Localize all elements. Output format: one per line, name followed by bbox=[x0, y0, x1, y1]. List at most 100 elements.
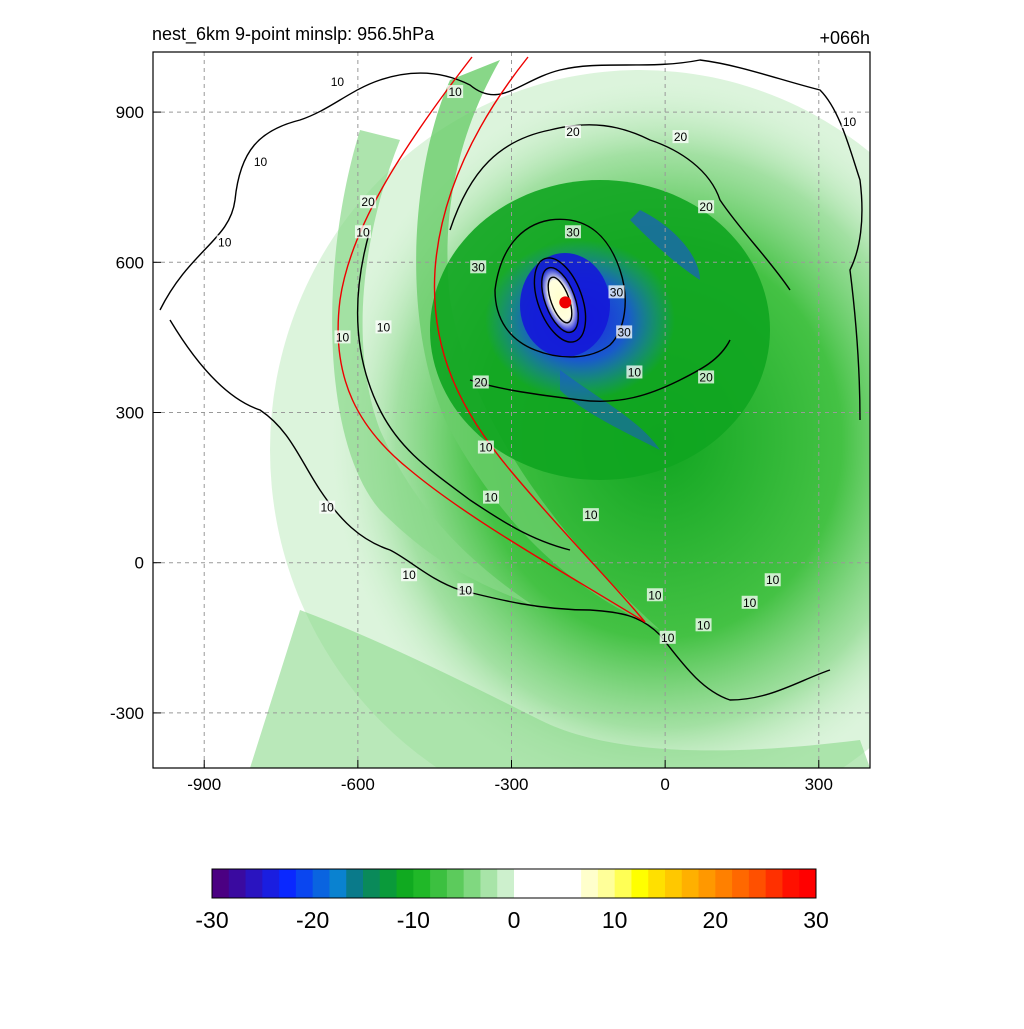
colorbar-swatch bbox=[396, 869, 414, 898]
y-tick-label: 0 bbox=[135, 554, 144, 573]
contour-label-bg bbox=[354, 225, 371, 239]
colorbar-swatch bbox=[363, 869, 381, 898]
contour-label: 10 bbox=[484, 491, 498, 505]
contour-10-outer bbox=[159, 59, 863, 421]
contour-label-bg bbox=[564, 125, 581, 139]
colorbar-swatch bbox=[413, 869, 431, 898]
contour-label-bg bbox=[616, 325, 633, 339]
colorbar-swatch bbox=[514, 869, 532, 898]
colorbar-tick-label: 0 bbox=[508, 907, 521, 933]
contour-label: 10 bbox=[254, 155, 268, 169]
south-band bbox=[250, 610, 870, 768]
contour-label: 10 bbox=[320, 501, 334, 515]
colorbar-swatch bbox=[446, 869, 465, 898]
contour-label-bg bbox=[695, 618, 712, 632]
colorbar-swatch bbox=[262, 869, 280, 898]
contour-label-bg bbox=[477, 440, 494, 454]
contour-label-bg bbox=[741, 595, 758, 609]
contour-label-bg bbox=[564, 225, 581, 239]
x-axis: -900 -600 -300 0 300 bbox=[187, 760, 833, 794]
contour-label-bg bbox=[375, 320, 392, 334]
contour-20-north bbox=[449, 124, 791, 291]
colorbar-swatch bbox=[379, 869, 398, 898]
y-tick-label: 900 bbox=[116, 103, 144, 122]
colorbar-tick-label: -30 bbox=[195, 907, 228, 933]
contour-label: 30 bbox=[610, 285, 624, 299]
contour-30 bbox=[494, 218, 626, 358]
colorbar-swatch bbox=[799, 869, 817, 898]
contours bbox=[159, 59, 863, 701]
colorbar-swatch bbox=[698, 869, 716, 898]
colorbar-ticks: -30 -20 -10 0 10 20 30 bbox=[195, 907, 828, 933]
contour-label-bg bbox=[470, 260, 487, 274]
contour-label-bg bbox=[646, 588, 663, 602]
contour-label-bg bbox=[252, 155, 269, 169]
contour-label-bg bbox=[472, 375, 489, 389]
colorbar-swatch bbox=[648, 869, 666, 898]
contour-label-bg bbox=[447, 85, 464, 99]
colorbar-swatch bbox=[547, 869, 565, 898]
colorbar-swatch bbox=[765, 869, 783, 898]
plot-area: 10 10 10 10 10 10 10 10 10 10 10 10 10 10 10 10 10 10 10 10… bbox=[152, 51, 871, 769]
contour-label-bg bbox=[698, 370, 715, 384]
arc-band-mid bbox=[416, 60, 660, 630]
contour-label: 10 bbox=[331, 75, 345, 89]
y-axis: 900 600 300 0 -300 bbox=[110, 103, 161, 723]
contour-label-bg bbox=[334, 330, 351, 344]
contour-label: 10 bbox=[584, 508, 598, 522]
contour-label: 10 bbox=[628, 365, 642, 379]
contour-label-bg bbox=[608, 285, 625, 299]
contour-label-bg bbox=[457, 583, 474, 597]
contour-label-bg bbox=[216, 235, 233, 249]
colorbar-swatch bbox=[279, 869, 297, 898]
contour-label: 10 bbox=[766, 573, 780, 587]
south-blue-band bbox=[560, 370, 660, 450]
colorbar-swatch bbox=[346, 869, 364, 898]
contour-eye-2 bbox=[541, 266, 579, 334]
contour-label: 20 bbox=[674, 130, 688, 144]
contour-label-bg bbox=[319, 500, 336, 514]
contour-label: 10 bbox=[336, 330, 350, 344]
colorbar-swatch bbox=[480, 869, 498, 898]
x-tick-label: -300 bbox=[494, 775, 528, 794]
colorbar-swatch bbox=[631, 869, 649, 898]
colorbar-swatch bbox=[312, 869, 330, 898]
contour-label: 20 bbox=[699, 200, 713, 214]
contour-label: 10 bbox=[402, 568, 416, 582]
contour-label: 10 bbox=[479, 441, 493, 455]
contour-label-bg bbox=[841, 115, 858, 129]
colorbar bbox=[211, 868, 817, 899]
contour-label: 30 bbox=[566, 225, 580, 239]
red-arcs bbox=[337, 56, 646, 623]
contour-label-bg bbox=[329, 75, 346, 89]
contour-label-bg bbox=[582, 508, 599, 522]
contour-label-bg bbox=[672, 130, 689, 144]
forecast-hour: +066h bbox=[819, 28, 870, 48]
colorbar-swatch bbox=[715, 869, 733, 898]
y-tick-label: -300 bbox=[110, 704, 144, 723]
y-tick-label: 300 bbox=[116, 404, 144, 423]
storm-center-marker bbox=[559, 296, 572, 309]
y-tick-label: 600 bbox=[116, 253, 144, 272]
colorbar-swatch bbox=[228, 869, 247, 898]
colorbar-swatch bbox=[212, 869, 230, 898]
colorbar-tick-label: 10 bbox=[602, 907, 628, 933]
colorbar-tick-label: -20 bbox=[296, 907, 329, 933]
colorbar-tick-label: -10 bbox=[397, 907, 430, 933]
contour-label: 20 bbox=[699, 370, 713, 384]
colorbar-tick-label: 20 bbox=[703, 907, 729, 933]
colorbar-swatch bbox=[530, 869, 549, 898]
contour-label: 10 bbox=[661, 631, 675, 645]
x-tick-label: 300 bbox=[805, 775, 833, 794]
contour-label-bg bbox=[483, 490, 500, 504]
contour-label: 20 bbox=[566, 125, 580, 139]
field-shading bbox=[250, 60, 870, 768]
colorbar-swatch bbox=[681, 869, 700, 898]
colorbar-swatch bbox=[581, 869, 599, 898]
contour-label-bg bbox=[764, 573, 781, 587]
colorbar-swatch bbox=[329, 869, 347, 898]
red-arc-inner bbox=[433, 56, 646, 623]
contour-10-arc-inner bbox=[356, 229, 571, 551]
contour-label: 30 bbox=[617, 325, 631, 339]
arc-band-left bbox=[332, 130, 540, 610]
